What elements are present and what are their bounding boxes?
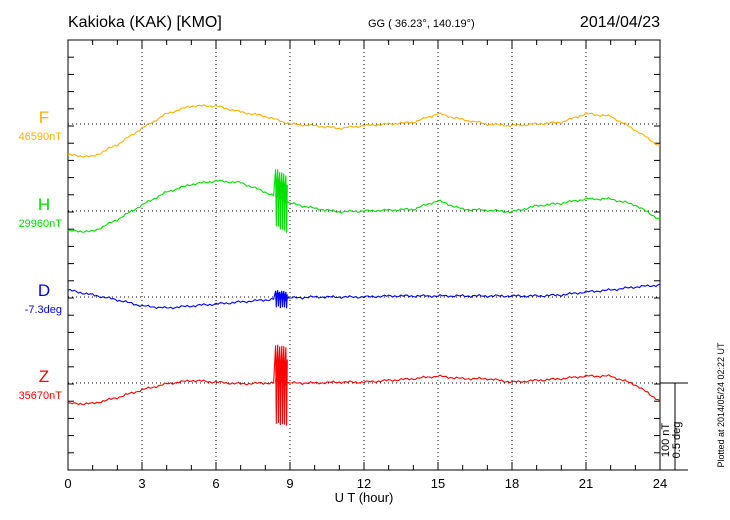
series-line-Z (67, 344, 661, 426)
series-baseline-F: 46590nT (19, 131, 63, 143)
x-tick-label: 0 (64, 476, 71, 491)
series-baseline-Z: 35670nT (19, 390, 63, 402)
chart-date: 2014/04/23 (580, 14, 660, 31)
x-tick-label: 24 (653, 476, 667, 491)
scale-label-nT: 100 nT (660, 423, 672, 458)
series-line-H (67, 169, 661, 233)
scale-label-deg: 0.5 deg (671, 422, 683, 459)
series-baseline-D: -7.3deg (25, 304, 62, 316)
x-tick-label: 18 (505, 476, 519, 491)
series-line-F (67, 104, 661, 158)
series-name-Z: Z (39, 367, 49, 386)
x-axis-label: U T (hour) (335, 490, 394, 505)
series-name-H: H (38, 195, 50, 214)
x-tick-label: 21 (579, 476, 593, 491)
x-tick-label: 6 (212, 476, 219, 491)
chart-subtitle: GG ( 36.23°, 140.19°) (368, 18, 475, 30)
series-baseline-H: 29960nT (19, 218, 63, 230)
series-name-D: D (38, 281, 50, 300)
x-tick-label: 15 (431, 476, 445, 491)
series-name-F: F (39, 108, 49, 127)
x-tick-label: 12 (357, 476, 371, 491)
series-line-D (67, 283, 661, 310)
chart-title: Kakioka (KAK) [KMO] (68, 14, 222, 31)
plotted-note: Plotted at 2014/05/24 02:22 UT (716, 342, 726, 468)
x-tick-label: 3 (138, 476, 145, 491)
x-tick-label: 9 (286, 476, 293, 491)
